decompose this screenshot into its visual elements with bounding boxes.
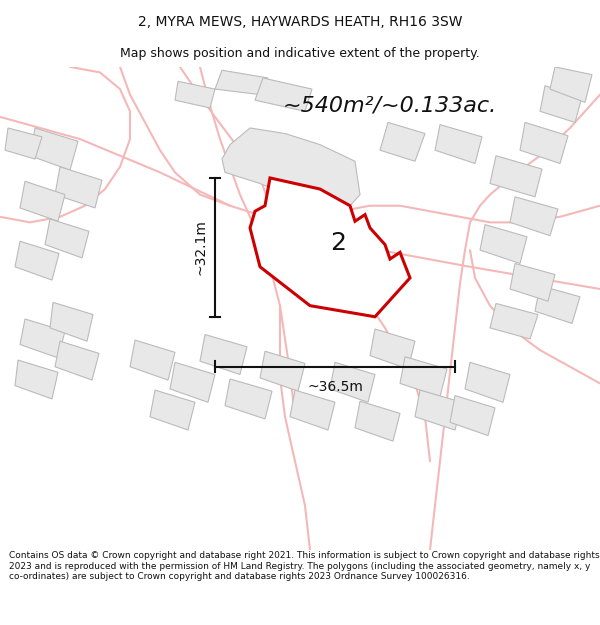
Polygon shape — [15, 360, 58, 399]
Text: ~36.5m: ~36.5m — [307, 380, 363, 394]
Polygon shape — [510, 264, 555, 301]
Polygon shape — [290, 390, 335, 430]
Polygon shape — [15, 241, 59, 280]
Polygon shape — [150, 390, 195, 430]
Polygon shape — [450, 396, 495, 436]
Polygon shape — [225, 379, 272, 419]
Text: 2, MYRA MEWS, HAYWARDS HEATH, RH16 3SW: 2, MYRA MEWS, HAYWARDS HEATH, RH16 3SW — [138, 15, 462, 29]
Polygon shape — [435, 124, 482, 164]
Polygon shape — [330, 362, 375, 403]
Polygon shape — [175, 81, 215, 108]
Text: Contains OS data © Crown copyright and database right 2021. This information is : Contains OS data © Crown copyright and d… — [9, 551, 599, 581]
Polygon shape — [490, 156, 542, 197]
Polygon shape — [200, 334, 247, 374]
Polygon shape — [480, 224, 527, 264]
Text: ~32.1m: ~32.1m — [193, 219, 207, 275]
Polygon shape — [30, 128, 78, 170]
Polygon shape — [415, 390, 462, 430]
Polygon shape — [370, 329, 415, 369]
Polygon shape — [520, 122, 568, 164]
Polygon shape — [45, 219, 89, 258]
Polygon shape — [355, 401, 400, 441]
Polygon shape — [260, 351, 305, 391]
Polygon shape — [55, 341, 99, 380]
Polygon shape — [250, 178, 410, 317]
Polygon shape — [50, 302, 93, 341]
Polygon shape — [535, 286, 580, 323]
Polygon shape — [215, 70, 268, 94]
Polygon shape — [130, 340, 175, 380]
Polygon shape — [20, 181, 65, 221]
Text: 2: 2 — [330, 231, 346, 256]
Polygon shape — [170, 362, 215, 403]
Polygon shape — [380, 122, 425, 161]
Polygon shape — [222, 128, 360, 217]
Polygon shape — [510, 197, 558, 236]
Polygon shape — [255, 78, 312, 111]
Polygon shape — [20, 319, 65, 358]
Polygon shape — [490, 304, 538, 339]
Polygon shape — [400, 357, 447, 397]
Polygon shape — [465, 362, 510, 403]
Polygon shape — [550, 67, 592, 102]
Polygon shape — [5, 128, 42, 159]
Polygon shape — [55, 167, 102, 208]
Text: ~540m²/~0.133ac.: ~540m²/~0.133ac. — [283, 96, 497, 116]
Text: Map shows position and indicative extent of the property.: Map shows position and indicative extent… — [120, 47, 480, 60]
Polygon shape — [540, 86, 582, 122]
